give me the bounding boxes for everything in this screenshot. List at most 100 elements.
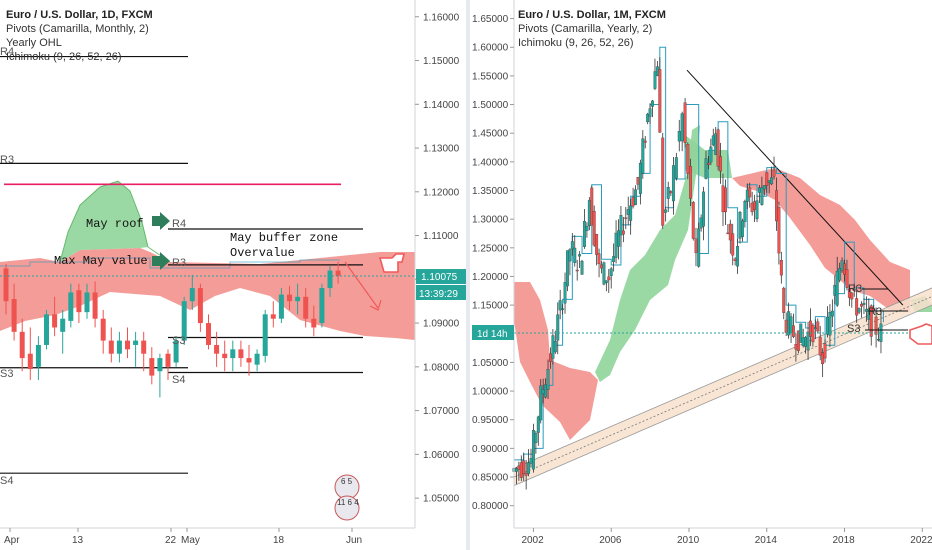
monthly-candle-body <box>796 330 800 351</box>
monthly-candle-body <box>709 146 713 163</box>
monthly-candle-body <box>843 263 846 275</box>
daily-countdown-badge <box>416 285 466 300</box>
monthly-candle-body <box>716 129 720 167</box>
monthly-ytick-label: 1.65000 <box>472 14 509 25</box>
daily-ytick-label: 1.07000 <box>423 406 460 417</box>
monthly-candle-body <box>775 190 778 222</box>
monthly-candle-body <box>638 162 642 194</box>
monthly-candle-body <box>706 162 710 165</box>
daily-candle-body <box>141 340 147 354</box>
monthly-candle-body <box>826 316 829 335</box>
monthly-candle-body <box>782 287 786 313</box>
daily-candle-body <box>108 340 114 354</box>
daily-candle-body <box>246 358 252 363</box>
annotation-max-may-value: Max May value <box>54 254 148 268</box>
monthly-xtick-label: 2018 <box>833 535 856 546</box>
monthly-candle-body <box>669 191 673 194</box>
daily-candle-body <box>238 349 244 359</box>
monthly-candle-body <box>750 202 754 213</box>
monthly-ytick-label: 1.35000 <box>472 186 509 197</box>
monthly-candle-body <box>561 308 565 310</box>
monthly-candle-body <box>689 166 692 199</box>
monthly-candle-body <box>568 249 572 262</box>
monthly-candle-body <box>830 310 834 317</box>
daily-chart-panel[interactable]: Euro / U.S. Dollar, 1D, FXCM Pivots (Cam… <box>0 0 468 550</box>
daily-xtick-label: 13 <box>72 535 84 546</box>
daily-ytick-label: 1.05000 <box>423 494 460 505</box>
daily-chart-svg[interactable]: 1.16000 1.15000 1.14000 1.13000 1.12000 1.110… <box>0 0 468 550</box>
monthly-candle-body <box>777 207 781 254</box>
monthly-candle-body <box>736 246 740 267</box>
monthly-candle-body <box>531 430 535 470</box>
daily-candle-body <box>19 331 25 359</box>
monthly-candle-body <box>666 187 670 199</box>
monthly-candle-body <box>607 276 611 281</box>
monthly-candle-body <box>570 241 574 250</box>
monthly-candle-body <box>838 267 842 281</box>
monthly-candle-body <box>544 384 548 398</box>
monthly-candle-body <box>772 169 776 177</box>
monthly-candle-body <box>852 289 856 291</box>
monthly-candle-body <box>869 305 873 337</box>
monthly-candle-body <box>514 468 518 472</box>
daily-candle-body <box>335 270 341 276</box>
daily-last-price-badge <box>416 269 466 285</box>
daily-chart-legend: Euro / U.S. Dollar, 1D, FXCM Pivots (Cam… <box>6 8 153 64</box>
event-badge-2-icon[interactable] <box>334 495 360 521</box>
daily-candle-body <box>206 323 211 345</box>
monthly-candle-body <box>828 312 832 336</box>
daily-ytick-label: 1.08000 <box>423 362 460 373</box>
monthly-candle-body <box>743 201 747 222</box>
monthly-candle-body <box>850 292 854 300</box>
daily-cloud-bullish <box>60 181 148 262</box>
monthly-ytick-label: 1.30000 <box>472 215 509 226</box>
monthly-candle-body <box>648 108 652 117</box>
monthly-candle-body <box>617 230 620 247</box>
monthly-candle-body <box>686 144 690 174</box>
overvalue-arrowhead-icon <box>369 299 382 311</box>
monthly-chart-svg[interactable]: R3 R3 S3 1.65000 1.60000 1.55000 1.50000 1.4… <box>470 0 932 550</box>
monthly-xtick-label: 2014 <box>755 535 778 546</box>
monthly-candle-body <box>723 187 727 213</box>
monthly-xtick-label: 2010 <box>677 535 700 546</box>
monthly-candle-body <box>600 264 603 269</box>
monthly-candle-body <box>704 158 708 179</box>
monthly-candle-body <box>874 316 878 335</box>
daily-candle-body <box>11 299 17 332</box>
monthly-candle-body <box>677 131 681 142</box>
monthly-label-s3: S3 <box>847 323 860 335</box>
daily-xtick-label: Apr <box>4 535 20 546</box>
monthly-candle-body <box>857 308 861 313</box>
monthly-candle-body <box>587 200 591 227</box>
daily-ytick-label: 1.06000 <box>423 450 460 461</box>
monthly-chart-panel[interactable]: Euro / U.S. Dollar, 1M, FXCM Pivots (Cam… <box>470 0 932 550</box>
daily-candle-body <box>311 318 317 328</box>
monthly-candle-body <box>619 214 623 236</box>
monthly-candle-body <box>536 416 540 433</box>
monthly-candle-body <box>612 256 616 262</box>
monthly-countdown-badge <box>472 325 514 340</box>
monthly-candle-body <box>646 113 650 123</box>
monthly-candle-body <box>855 298 859 316</box>
daily-candle-body <box>230 349 236 359</box>
daily-candle-body <box>100 318 106 341</box>
monthly-candle-body <box>845 269 849 288</box>
daily-label-s4-bottom: S4 <box>0 475 13 487</box>
daily-ytick-label: 1.12000 <box>423 187 460 198</box>
monthly-candle-body <box>818 337 822 356</box>
monthly-label-r3-b: R3 <box>868 306 882 318</box>
daily-label-r4-may: R4 <box>172 218 186 230</box>
monthly-candle-body <box>546 369 550 390</box>
daily-candle-body <box>303 296 309 319</box>
monthly-candle-body <box>626 209 630 215</box>
monthly-candle-body <box>702 191 706 227</box>
daily-candle-body <box>278 294 284 319</box>
daily-xtick-label: Jun <box>346 535 362 546</box>
monthly-ytick-label: 0.80000 <box>472 501 509 512</box>
may-roof-arrow-icon <box>152 212 170 230</box>
daily-label-s3-left: S3 <box>0 368 13 380</box>
daily-candle-body <box>149 358 155 376</box>
panel-divider[interactable] <box>466 0 470 550</box>
daily-candle-body <box>189 288 195 302</box>
monthly-ytick-label: 1.15000 <box>472 301 509 312</box>
